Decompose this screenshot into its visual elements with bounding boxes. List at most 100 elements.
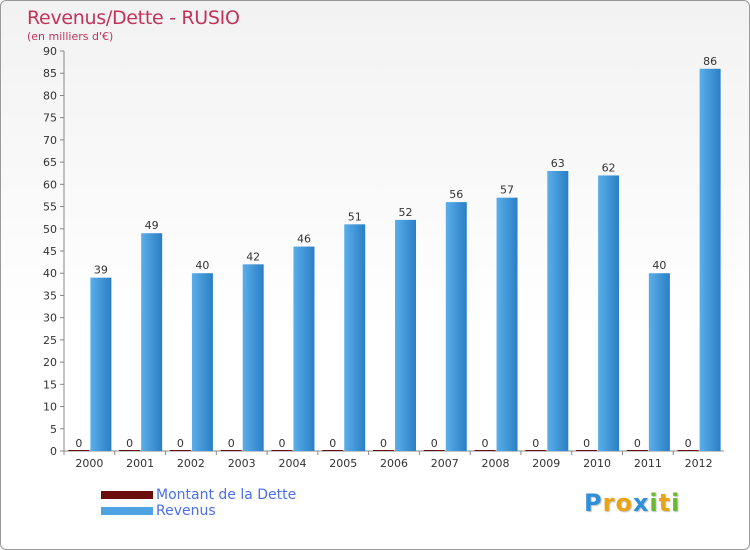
legend-label-revenue: Revenus <box>156 503 216 519</box>
bar-debt <box>119 450 141 451</box>
y-tick-label: 30 <box>43 312 57 325</box>
logo-letter: r <box>602 489 616 517</box>
proxiti-logo: Proxiti <box>584 489 680 517</box>
bar-debt <box>373 450 394 451</box>
data-label-revenue: 62 <box>602 161 616 174</box>
y-tick-label: 65 <box>43 156 57 169</box>
x-tick-label: 2001 <box>126 457 154 470</box>
bar-debt <box>423 450 445 451</box>
data-label-revenue: 42 <box>246 250 260 263</box>
bar-debt <box>576 450 598 451</box>
data-label-revenue: 40 <box>195 259 209 272</box>
logo-letter: P <box>584 489 603 517</box>
y-tick-label: 50 <box>43 223 57 236</box>
y-tick-label: 90 <box>43 45 57 58</box>
bar-revenue <box>395 219 416 451</box>
bar-debt <box>474 450 496 451</box>
data-label-revenue: 46 <box>297 233 311 246</box>
logo-letter: t <box>658 489 672 517</box>
x-tick-label: 2009 <box>532 457 560 470</box>
data-label-debt: 0 <box>431 437 438 450</box>
y-tick-label: 35 <box>43 289 57 302</box>
bar-revenue <box>242 264 264 451</box>
data-label-debt: 0 <box>380 437 387 450</box>
data-label-revenue: 52 <box>399 206 413 219</box>
chart-title: Revenus/Dette - RUSIO <box>27 7 240 29</box>
x-tick-label: 2008 <box>482 457 510 470</box>
y-tick-label: 75 <box>43 112 57 125</box>
x-tick-label: 2000 <box>75 457 103 470</box>
x-tick-label: 2011 <box>634 457 662 470</box>
bar-revenue <box>598 175 620 451</box>
data-label-revenue: 86 <box>703 55 717 68</box>
logo-letter: i <box>671 489 681 517</box>
y-tick-label: 25 <box>43 334 57 347</box>
data-label-debt: 0 <box>532 437 539 450</box>
data-label-debt: 0 <box>482 437 489 450</box>
legend-swatch-revenue <box>101 507 153 515</box>
chart-subtitle: (en milliers d'€) <box>27 30 114 43</box>
y-tick-label: 80 <box>43 89 57 102</box>
x-tick-label: 2002 <box>177 457 205 470</box>
x-tick-label: 2005 <box>329 457 357 470</box>
data-label-revenue: 57 <box>500 184 514 197</box>
bar-debt <box>271 450 293 451</box>
logo-letter: i <box>649 489 659 517</box>
data-label-debt: 0 <box>329 437 336 450</box>
y-tick-label: 5 <box>50 423 57 436</box>
y-tick-label: 15 <box>43 378 57 391</box>
y-tick-label: 45 <box>43 245 57 258</box>
x-tick-label: 2007 <box>431 457 459 470</box>
y-tick-label: 85 <box>43 67 57 80</box>
legend-label-debt: Montant de la Dette <box>156 487 297 503</box>
y-tick-label: 60 <box>43 178 57 191</box>
data-label-debt: 0 <box>583 437 590 450</box>
data-label-revenue: 56 <box>449 188 463 201</box>
data-label-revenue: 51 <box>348 210 362 223</box>
data-label-revenue: 63 <box>551 157 565 170</box>
y-tick-label: 20 <box>43 356 57 369</box>
data-label-debt: 0 <box>634 437 641 450</box>
data-label-debt: 0 <box>228 437 235 450</box>
logo-letter: o <box>615 489 633 517</box>
bar-revenue <box>344 224 366 451</box>
bar-debt <box>525 450 547 451</box>
bar-revenue <box>445 202 467 451</box>
bar-debt <box>677 450 699 451</box>
data-label-debt: 0 <box>685 437 692 450</box>
x-tick-label: 2003 <box>228 457 256 470</box>
bar-debt <box>322 450 344 451</box>
bar-revenue <box>648 273 670 451</box>
y-tick-label: 10 <box>43 401 57 414</box>
x-tick-label: 2012 <box>685 457 713 470</box>
x-tick-label: 2006 <box>380 457 408 470</box>
bar-debt <box>626 450 648 451</box>
bar-debt <box>220 450 242 451</box>
data-label-debt: 0 <box>177 437 184 450</box>
data-label-debt: 0 <box>126 437 133 450</box>
bar-debt <box>68 450 90 451</box>
y-tick-label: 0 <box>50 445 57 458</box>
bar-revenue <box>141 233 163 451</box>
data-label-revenue: 40 <box>652 259 666 272</box>
bar-revenue <box>496 197 518 451</box>
data-label-debt: 0 <box>278 437 285 450</box>
bar-revenue <box>90 277 112 451</box>
data-label-debt: 0 <box>75 437 82 450</box>
legend-swatch-debt <box>101 491 153 499</box>
x-tick-label: 2004 <box>278 457 306 470</box>
x-tick-label: 2010 <box>583 457 611 470</box>
bar-revenue <box>699 68 721 452</box>
logo-letter: x <box>632 489 650 517</box>
bar-revenue <box>293 246 315 451</box>
data-label-revenue: 39 <box>94 264 108 277</box>
bar-revenue <box>547 171 569 451</box>
data-label-revenue: 49 <box>145 219 159 232</box>
y-tick-label: 55 <box>43 201 57 214</box>
bar-revenue <box>191 273 213 451</box>
bar-debt <box>169 450 191 451</box>
y-tick-label: 40 <box>43 267 57 280</box>
y-tick-label: 70 <box>43 134 57 147</box>
